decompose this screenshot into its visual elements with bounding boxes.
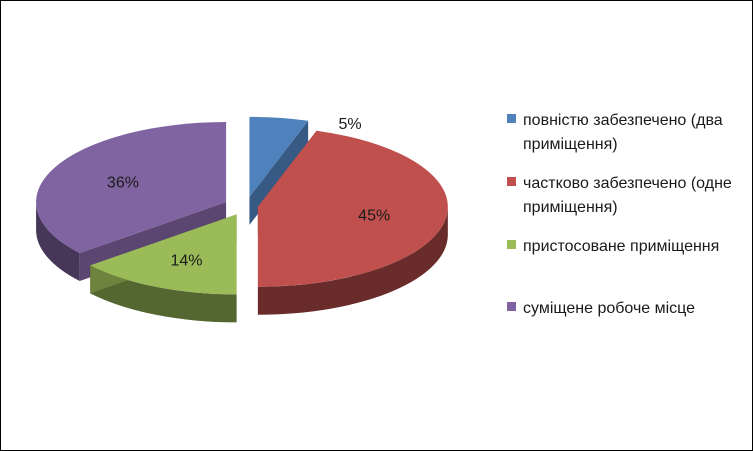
legend-swatch: [507, 240, 516, 249]
legend-label: повністю забезпечено (два приміщення): [523, 112, 723, 153]
pie-slice-outer-wall: [36, 202, 80, 282]
legend-label: суміщене робоче місце: [523, 300, 696, 317]
pie-slice-outer-wall: [90, 265, 237, 323]
data-label: 36%: [107, 175, 139, 192]
pie-slice: [257, 130, 448, 287]
pie-slice: [90, 214, 237, 295]
data-label: 5%: [338, 116, 361, 133]
legend-swatch: [507, 302, 516, 311]
data-label: 14%: [170, 252, 202, 269]
legend-swatch: [507, 114, 516, 123]
legend-label: пристосоване приміщення: [523, 238, 720, 255]
data-label: 45%: [358, 208, 390, 225]
legend-label: частково забезпечено (одне приміщення): [523, 175, 732, 216]
pie-slice: [36, 122, 227, 254]
pie-slice-outer-wall: [257, 206, 448, 315]
pie-slice: [249, 116, 309, 197]
legend-swatch: [507, 177, 516, 186]
